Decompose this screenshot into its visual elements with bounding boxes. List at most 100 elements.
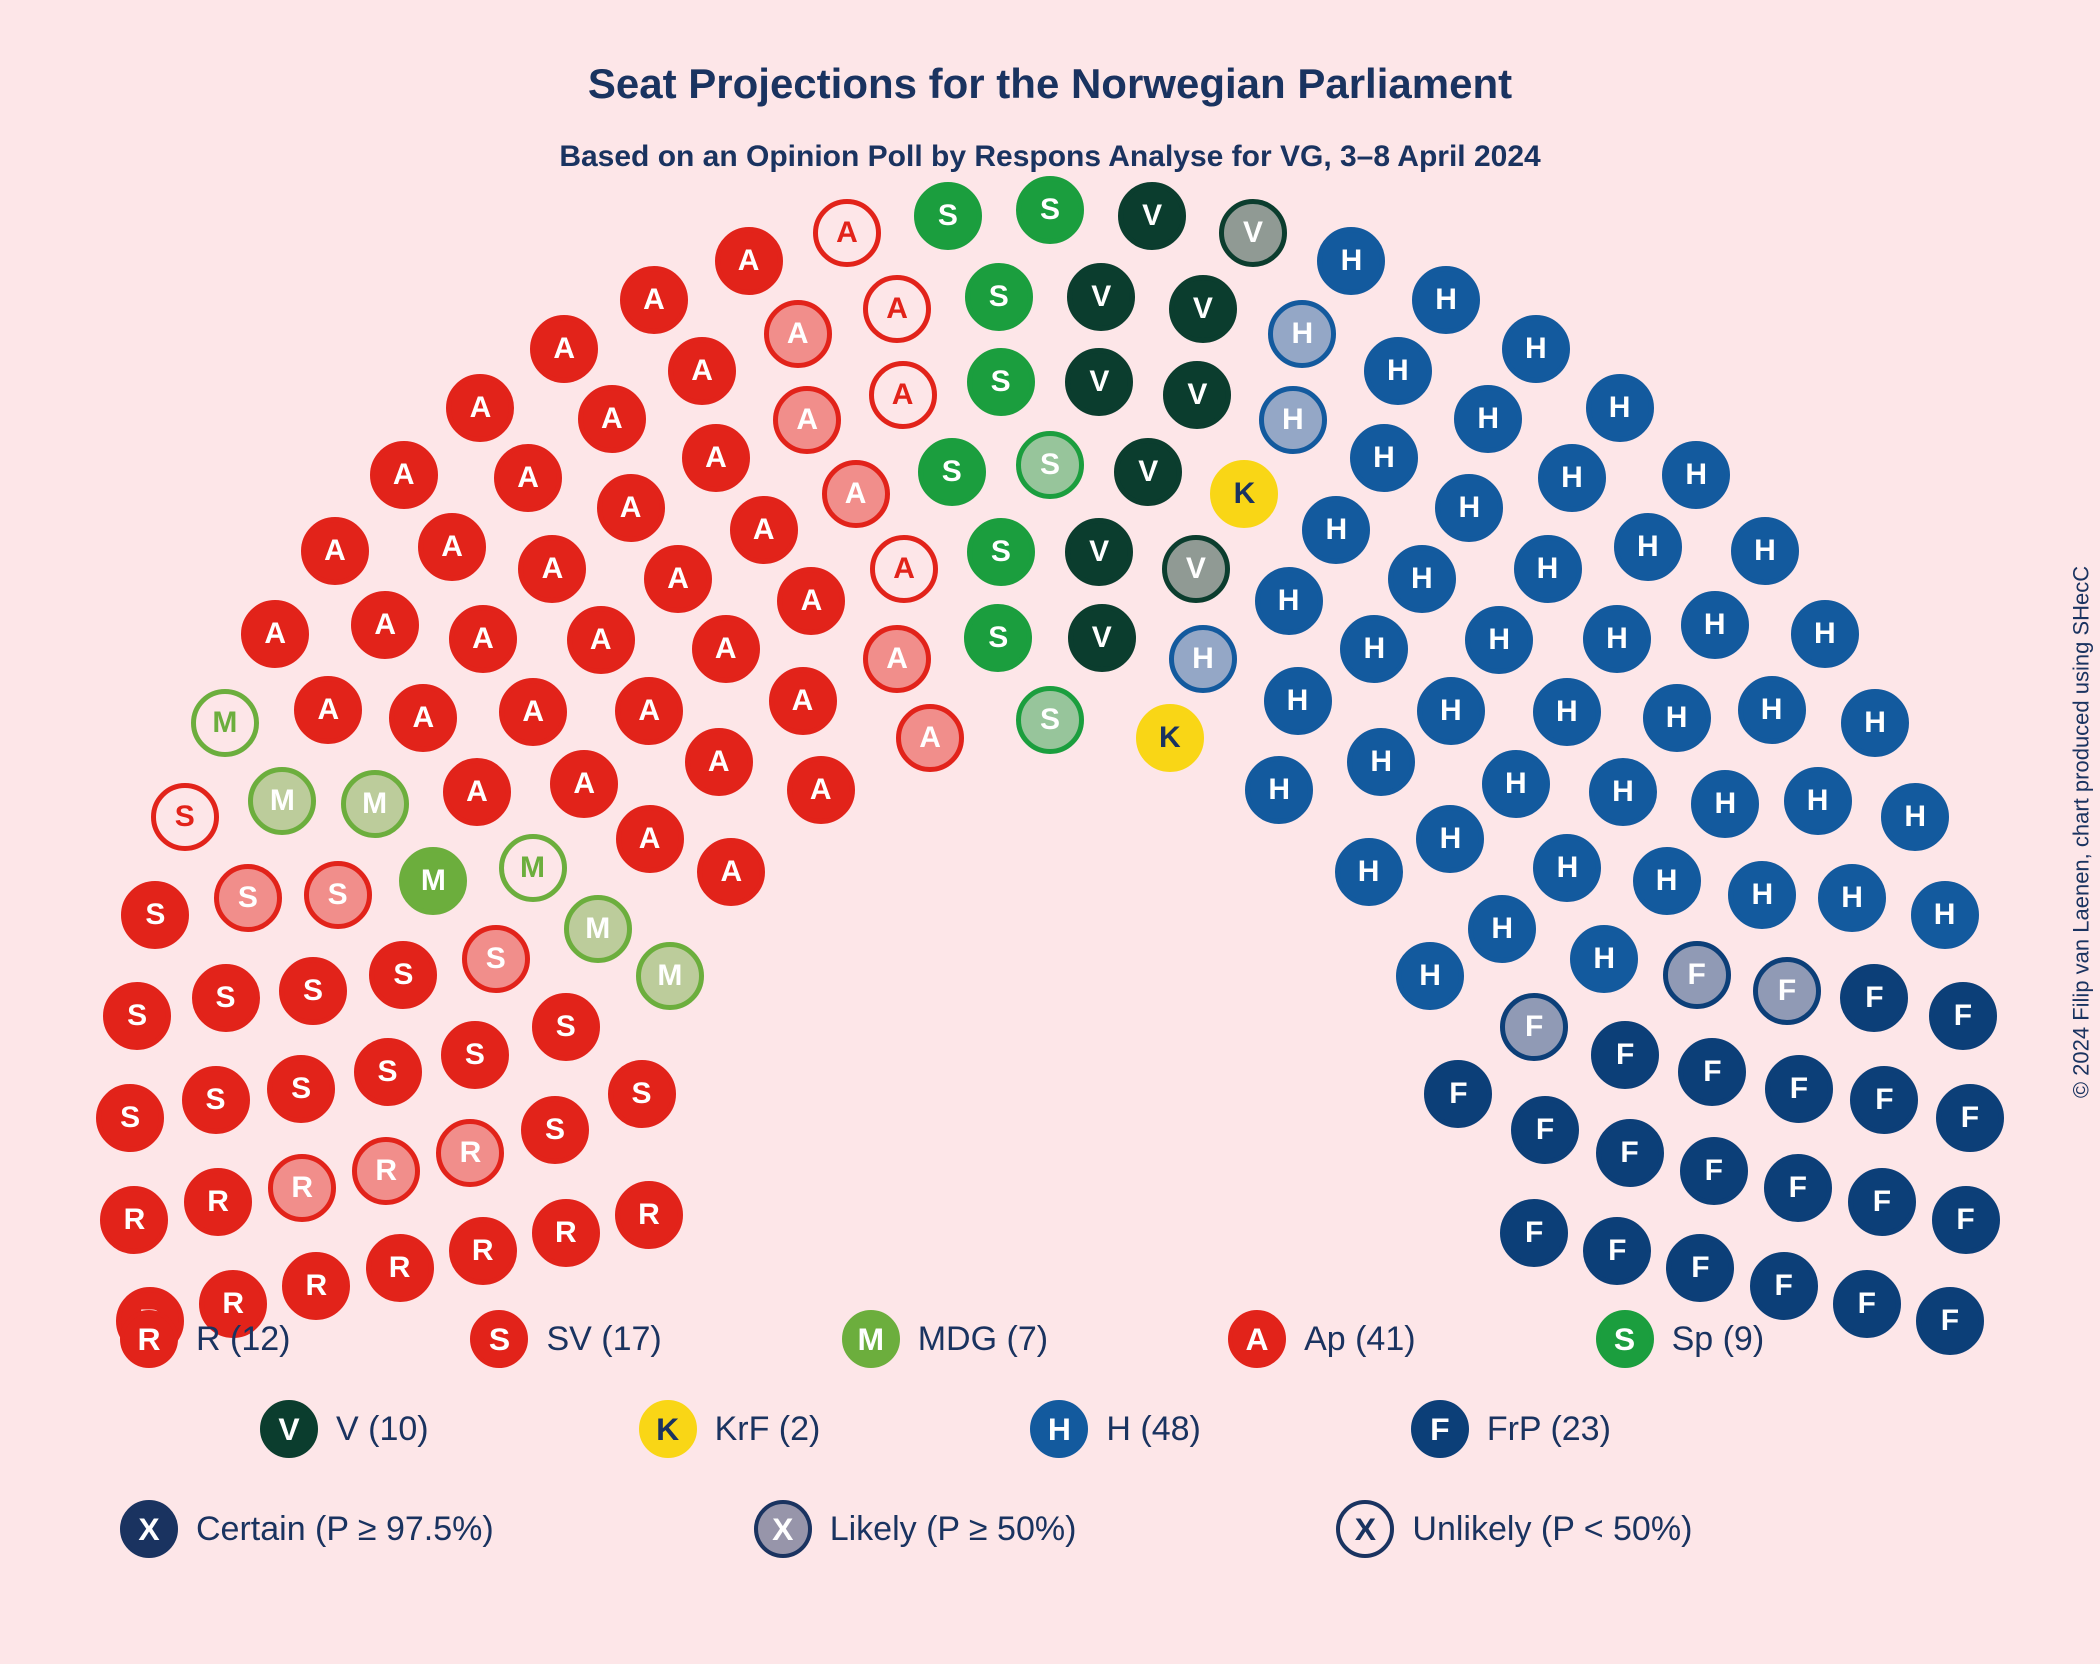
seat: H [1614,513,1682,581]
seat: S [192,964,260,1032]
seat: H [1841,689,1909,757]
seat: H [1738,676,1806,744]
seat: H [1417,677,1485,745]
seat: S [965,263,1033,331]
seat: A [813,199,881,267]
seat: A [730,496,798,564]
seat: H [1583,605,1651,673]
seat: H [1388,545,1456,613]
seat: F [1511,1096,1579,1164]
seat: M [636,942,704,1010]
seat: H [1681,591,1749,659]
seat: F [1666,1234,1734,1302]
seat: S [304,861,372,929]
seat: M [248,767,316,835]
seat: H [1454,385,1522,453]
seat: A [443,758,511,826]
seat: S [964,604,1032,672]
seat: A [494,444,562,512]
seat: V [1118,182,1186,250]
seat: S [1016,176,1084,244]
seat: A [896,704,964,772]
seat: A [597,474,665,542]
seat: A [668,337,736,405]
seat: F [1500,993,1568,1061]
legend-swatch-party: M [842,1310,900,1368]
seat: H [1465,606,1533,674]
seat: H [1302,496,1370,564]
seat: A [616,805,684,873]
seat: F [1850,1066,1918,1134]
legend-label: SV (17) [546,1320,661,1359]
seat: R [615,1181,683,1249]
seat: A [870,535,938,603]
seat: H [1347,728,1415,796]
seat: H [1468,895,1536,963]
legend-swatch-certainty: X [120,1500,178,1558]
seat: H [1255,567,1323,635]
legend-item: RR (12) [120,1310,290,1368]
seat: A [697,838,765,906]
seat: A [449,605,517,673]
seat: S [214,864,282,932]
seat: A [822,460,890,528]
legend-label: R (12) [196,1320,290,1359]
seat: H [1169,625,1237,693]
seat: A [769,667,837,735]
legend-item: KKrF (2) [639,1400,821,1458]
seat: H [1662,441,1730,509]
chart-stage: Seat Projections for the Norwegian Parli… [0,0,2100,1664]
seat: H [1731,517,1799,585]
seat: M [499,834,567,902]
legend-label: FrP (23) [1487,1410,1611,1449]
seat: S [121,881,189,949]
seat: F [1936,1084,2004,1152]
seat: S [279,957,347,1025]
seat: R [449,1217,517,1285]
seat: A [615,677,683,745]
seat: H [1728,861,1796,929]
seat: F [1840,964,1908,1032]
title: Seat Projections for the Norwegian Parli… [0,60,2100,108]
seat: H [1791,600,1859,668]
credit-text: © 2024 Filip van Laenen, chart produced … [2068,566,2094,1098]
seat: A [764,300,832,368]
legend-label: Unlikely (P < 50%) [1412,1510,1692,1549]
seat: S [1016,686,1084,754]
seat: A [773,386,841,454]
seat: S [914,182,982,250]
seat: F [1753,957,1821,1025]
seat: H [1538,444,1606,512]
seat: V [1219,199,1287,267]
seat: A [567,606,635,674]
legend-item: XUnlikely (P < 50%) [1336,1500,1692,1558]
seat: H [1412,266,1480,334]
seat: H [1533,678,1601,746]
seat: S [521,1096,589,1164]
seat: R [268,1154,336,1222]
seat: A [370,441,438,509]
seat: F [1500,1199,1568,1267]
legend-label: Certain (P ≥ 97.5%) [196,1510,494,1549]
seat: M [564,895,632,963]
seat: S [532,993,600,1061]
seat: A [294,676,362,744]
seat: A [351,591,419,659]
legend-label: Sp (9) [1672,1320,1765,1359]
seat: H [1259,386,1327,454]
seat: H [1482,750,1550,818]
seat: K [1136,704,1204,772]
legend-label: MDG (7) [918,1320,1048,1359]
seat: S [151,783,219,851]
legend-label: V (10) [336,1410,429,1449]
seat: R [352,1137,420,1205]
seat: F [1678,1038,1746,1106]
seat: V [1065,518,1133,586]
seat: V [1163,361,1231,429]
seat: H [1633,847,1701,915]
seat: S [103,982,171,1050]
seat: V [1068,604,1136,672]
seat: S [967,348,1035,416]
legend-item: FFrP (23) [1411,1400,1611,1458]
seat: A [389,684,457,752]
